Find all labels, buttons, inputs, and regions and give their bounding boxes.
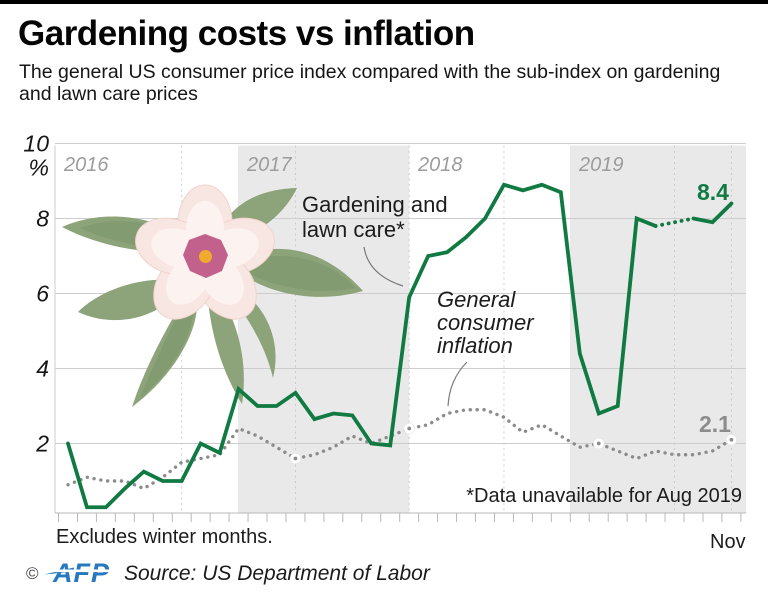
series-label-gardening: Gardening and lawn care*: [302, 192, 448, 242]
ring-marker-dot: [596, 441, 601, 446]
series-gardening-line: [691, 201, 734, 225]
source-credit: Source: US Department of Labor: [124, 562, 430, 585]
axis-note: Excludes winter months.: [56, 526, 273, 548]
ring-marker-dot: [407, 426, 412, 431]
year-label-2018: 2018: [417, 154, 463, 176]
series-gardening-gap-dotted: [653, 216, 696, 228]
last-month-label: Nov: [710, 531, 746, 553]
flower-illustration: [62, 184, 363, 407]
series-label-inflation: General consumer inflation: [437, 287, 534, 358]
y-tick-label-8: 8: [36, 206, 49, 232]
ring-marker-dot: [729, 437, 734, 442]
year-label-2017: 2017: [246, 154, 292, 176]
y-tick-label-6: 6: [36, 281, 49, 307]
end-value-gardening: 8.4: [697, 179, 729, 205]
year-label-2019: 2019: [578, 154, 624, 176]
afp-logo: AFP: [44, 558, 110, 588]
copyright-symbol: ©: [26, 564, 39, 583]
end-value-inflation: 2.1: [699, 411, 731, 437]
series-inflation-line: [66, 408, 734, 491]
year-label-2016: 2016: [63, 154, 109, 176]
y-tick-label-10: 10: [23, 131, 49, 157]
y-tick-label-4: 4: [36, 356, 49, 382]
y-tick-label-2: 2: [35, 431, 49, 457]
data-unavailable-note: *Data unavailable for Aug 2019: [466, 485, 742, 507]
flower-stamen: [199, 250, 212, 263]
chart-series: [66, 182, 738, 510]
chart-background: 2016 2017 2018 2019 10% 8 6 4 2: [23, 131, 746, 522]
series-gardening-line: [66, 182, 658, 510]
callout-gardening: [363, 246, 404, 287]
top-rule: [0, 0, 768, 4]
afp-logo-slit: [53, 569, 109, 573]
page-title: Gardening costs vs inflation: [18, 14, 475, 53]
afp-logo-text: AFP: [52, 558, 110, 588]
page-subtitle: The general US consumer price index comp…: [19, 61, 721, 105]
ring-marker-dot: [293, 456, 298, 461]
callout-inflation: [447, 361, 468, 407]
y-axis-unit: %: [29, 155, 49, 181]
